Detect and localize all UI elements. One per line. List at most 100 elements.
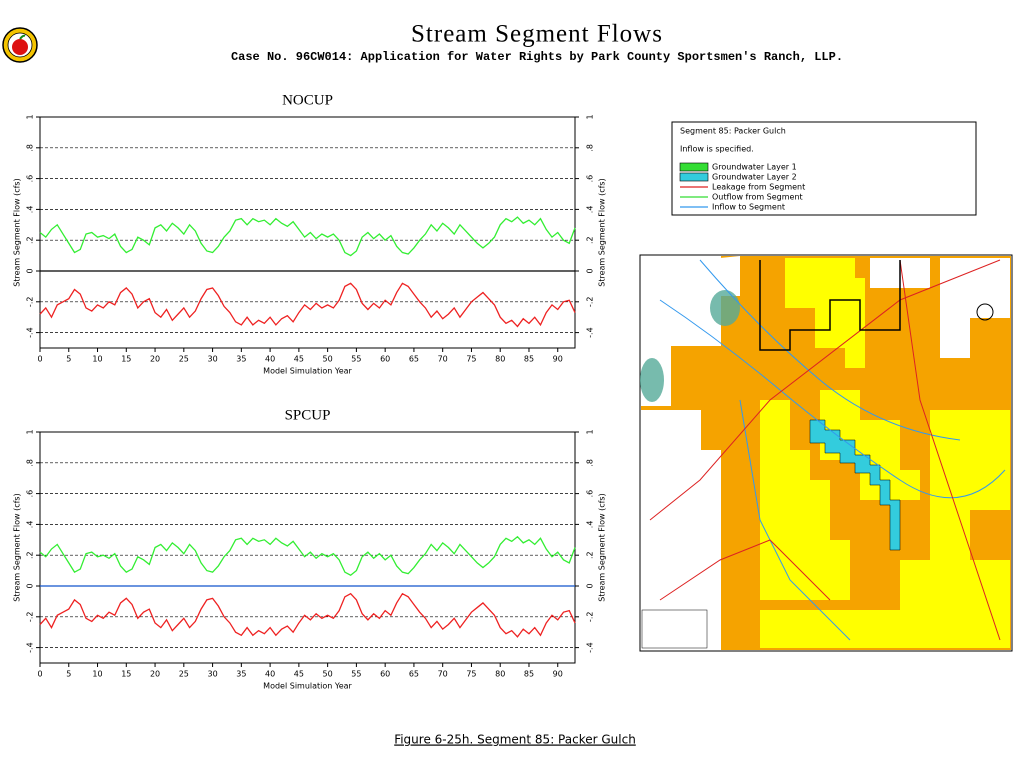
x-tick-label: 60	[380, 355, 390, 364]
legend-label: Groundwater Layer 2	[712, 173, 797, 182]
plot-frame	[39, 431, 576, 664]
y2-tick-label: 1	[586, 114, 595, 119]
x-axis-label: Model Simulation Year	[263, 682, 352, 691]
y-tick-label: -.4	[26, 642, 35, 653]
y2-tick-label: .2	[586, 236, 595, 244]
x-axis-label: Model Simulation Year	[263, 367, 352, 376]
x-tick-label: 80	[495, 355, 505, 364]
y2-axis-label: Stream Segment Flow (cfs)	[598, 493, 607, 601]
x-tick-label: 65	[409, 355, 419, 364]
y-tick-label: 0	[26, 583, 35, 588]
x-tick-label: 5	[66, 670, 71, 679]
x-tick-label: 90	[553, 355, 563, 364]
logo	[2, 27, 38, 63]
x-tick-label: 65	[409, 670, 419, 679]
y2-tick-label: .4	[586, 521, 595, 529]
series-line	[39, 282, 576, 328]
map	[639, 254, 1013, 652]
x-tick-label: 15	[121, 355, 131, 364]
y-tick-label: .4	[26, 521, 35, 529]
x-tick-label: 90	[553, 670, 563, 679]
x-tick-label: 35	[236, 355, 246, 364]
x-tick-label: 0	[37, 670, 42, 679]
legend-swatch	[679, 162, 709, 172]
y-tick-label: .8	[26, 144, 35, 152]
x-tick-label: 75	[466, 355, 476, 364]
x-tick-label: 85	[524, 670, 534, 679]
y-tick-label: .6	[26, 490, 35, 498]
y-tick-label: -.4	[26, 327, 35, 338]
x-tick-label: 50	[323, 355, 333, 364]
legend-box: Segment 85: Packer Gulch Inflow is speci…	[671, 121, 977, 216]
x-tick-label: 45	[294, 670, 304, 679]
legend-label: Inflow to Segment	[712, 203, 785, 212]
x-tick-label: 20	[150, 670, 160, 679]
y2-tick-label: 0	[586, 583, 595, 588]
x-tick-label: 85	[524, 355, 534, 364]
legend-label: Leakage from Segment	[712, 183, 805, 192]
x-tick-label: 55	[351, 670, 361, 679]
x-tick-label: 30	[207, 355, 217, 364]
x-tick-label: 10	[92, 355, 102, 364]
x-tick-label: 60	[380, 670, 390, 679]
chart-title: SPCUP	[285, 407, 331, 423]
y2-tick-label: -.4	[586, 327, 595, 338]
y-tick-label: -.2	[26, 297, 35, 308]
y-tick-label: .6	[26, 175, 35, 183]
x-tick-label: 5	[66, 355, 71, 364]
y2-tick-label: -.2	[586, 612, 595, 623]
x-tick-label: 10	[92, 670, 102, 679]
figure-caption: Figure 6-25h. Segment 85: Packer Gulch	[394, 733, 636, 747]
y-tick-label: 0	[26, 268, 35, 273]
y2-tick-label: 0	[586, 268, 595, 273]
y2-tick-label: -.4	[586, 642, 595, 653]
y-tick-label: .2	[26, 551, 35, 559]
x-tick-label: 80	[495, 670, 505, 679]
y2-tick-label: .8	[586, 459, 595, 467]
x-tick-label: 15	[121, 670, 131, 679]
x-tick-label: 75	[466, 670, 476, 679]
legend-title: Segment 85: Packer Gulch	[680, 127, 786, 136]
y-axis-label: Stream Segment Flow (cfs)	[13, 178, 22, 286]
plot-frame	[39, 116, 576, 349]
y2-tick-label: .6	[586, 175, 595, 183]
y-tick-label: .8	[26, 459, 35, 467]
y-tick-label: .4	[26, 206, 35, 214]
page-subtitle: Case No. 96CW014: Application for Water …	[231, 50, 843, 64]
x-tick-label: 25	[179, 355, 189, 364]
legend-note: Inflow is specified.	[680, 145, 754, 154]
y2-tick-label: .2	[586, 551, 595, 559]
y2-axis-label: Stream Segment Flow (cfs)	[598, 178, 607, 286]
x-tick-label: 50	[323, 670, 333, 679]
page-title: Stream Segment Flows	[411, 21, 663, 48]
x-tick-label: 0	[37, 355, 42, 364]
y2-tick-label: .6	[586, 490, 595, 498]
y-tick-label: .2	[26, 236, 35, 244]
legend-label: Groundwater Layer 1	[712, 163, 797, 172]
chart-title: NOCUP	[282, 92, 333, 108]
x-tick-label: 30	[207, 670, 217, 679]
y2-tick-label: -.2	[586, 297, 595, 308]
y-tick-label: -.2	[26, 612, 35, 623]
x-tick-label: 25	[179, 670, 189, 679]
y2-tick-label: .8	[586, 144, 595, 152]
y-tick-label: 1	[26, 114, 35, 119]
x-tick-label: 40	[265, 670, 275, 679]
y2-tick-label: 1	[586, 429, 595, 434]
y2-tick-label: .4	[586, 206, 595, 214]
x-tick-label: 70	[438, 355, 448, 364]
x-tick-label: 55	[351, 355, 361, 364]
x-tick-label: 70	[438, 670, 448, 679]
legend-swatch	[679, 172, 709, 182]
y-tick-label: 1	[26, 429, 35, 434]
x-tick-label: 40	[265, 355, 275, 364]
x-tick-label: 45	[294, 355, 304, 364]
y-axis-label: Stream Segment Flow (cfs)	[13, 493, 22, 601]
legend-label: Outflow from Segment	[712, 193, 803, 202]
x-tick-label: 35	[236, 670, 246, 679]
x-tick-label: 20	[150, 355, 160, 364]
series-line	[39, 592, 576, 638]
series-line	[39, 535, 576, 576]
